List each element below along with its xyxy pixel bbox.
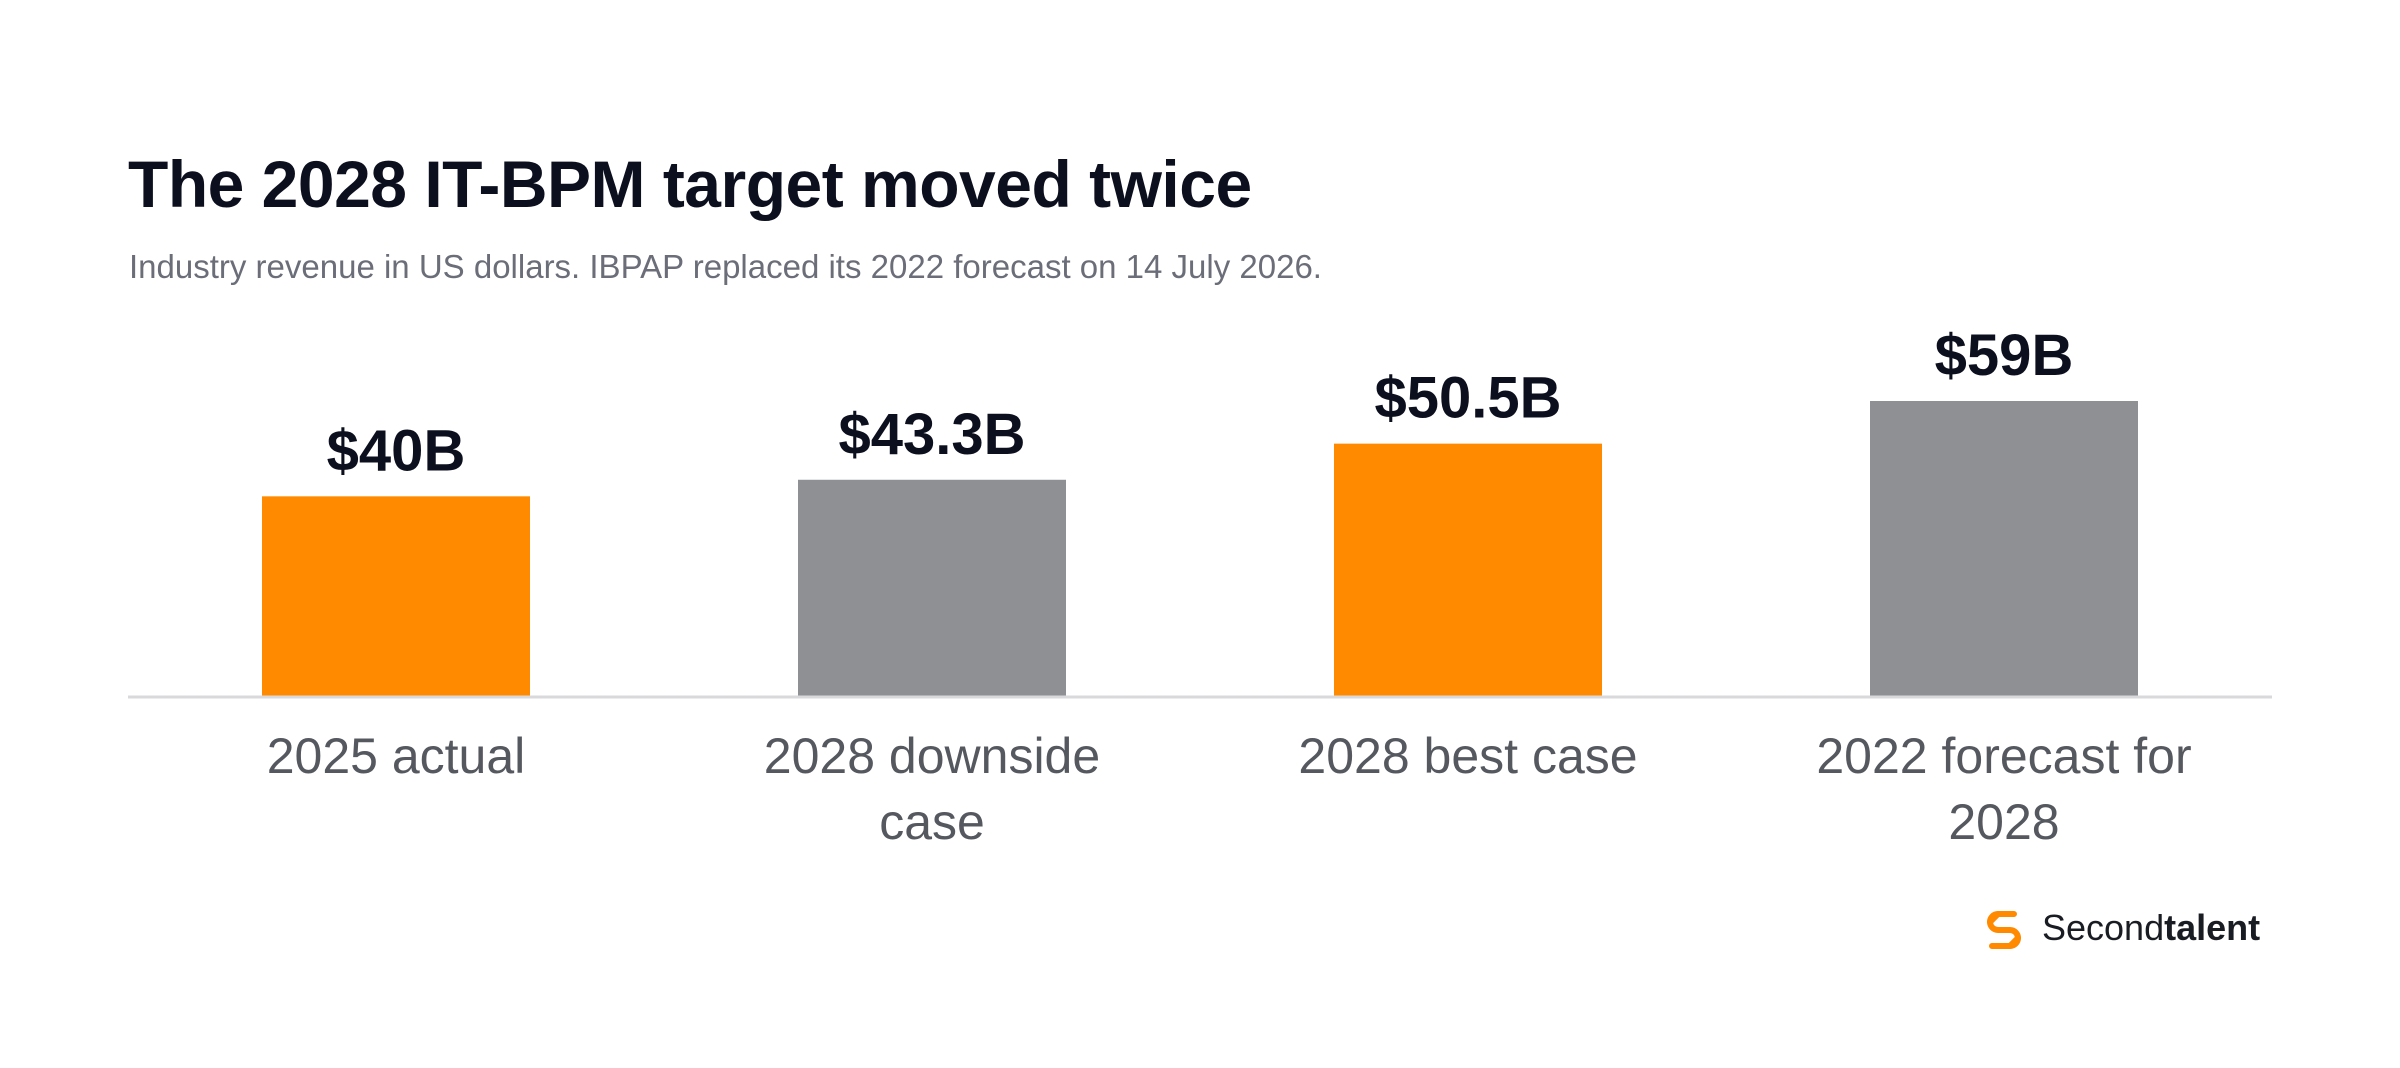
- brand-name-regular: Second: [2042, 907, 2165, 948]
- category-label-line: 2022 forecast for: [1816, 728, 2191, 784]
- bar: [1334, 443, 1602, 697]
- bar-value-label: $43.3B: [838, 402, 1025, 467]
- bars-group: [262, 401, 2138, 697]
- bar: [798, 479, 1066, 697]
- bar-value-label: $40B: [327, 418, 466, 483]
- category-label: 2028 best case: [1298, 728, 1637, 784]
- brand-name-bold: talent: [2164, 907, 2261, 948]
- chart-subtitle: Industry revenue in US dollars. IBPAP re…: [129, 248, 1322, 285]
- category-label: 2025 actual: [267, 728, 526, 784]
- category-label: 2028 downside case: [764, 728, 1100, 850]
- category-label-line: case: [879, 794, 985, 850]
- category-label-line: 2028 downside: [764, 728, 1100, 784]
- category-labels-group: 2025 actual 2028 downside case 2028 best ca…: [267, 728, 2192, 850]
- bar: [1870, 401, 2138, 697]
- chart-title: The 2028 IT-BPM target moved twice: [128, 147, 1252, 221]
- category-label-line: 2025 actual: [267, 728, 526, 784]
- value-labels-group: $40B $43.3B $50.5B $59B: [327, 323, 2074, 483]
- category-label: 2022 forecast for 2028: [1816, 728, 2191, 850]
- category-label-line: 2028 best case: [1298, 728, 1637, 784]
- bar-value-label: $59B: [1935, 323, 2074, 388]
- bar-value-label: $50.5B: [1374, 366, 1561, 431]
- category-label-line: 2028: [1948, 794, 2059, 850]
- s-chain-link-icon: [1987, 911, 2021, 949]
- brand-logo: Secondtalent: [1978, 900, 2260, 956]
- bar: [262, 496, 530, 697]
